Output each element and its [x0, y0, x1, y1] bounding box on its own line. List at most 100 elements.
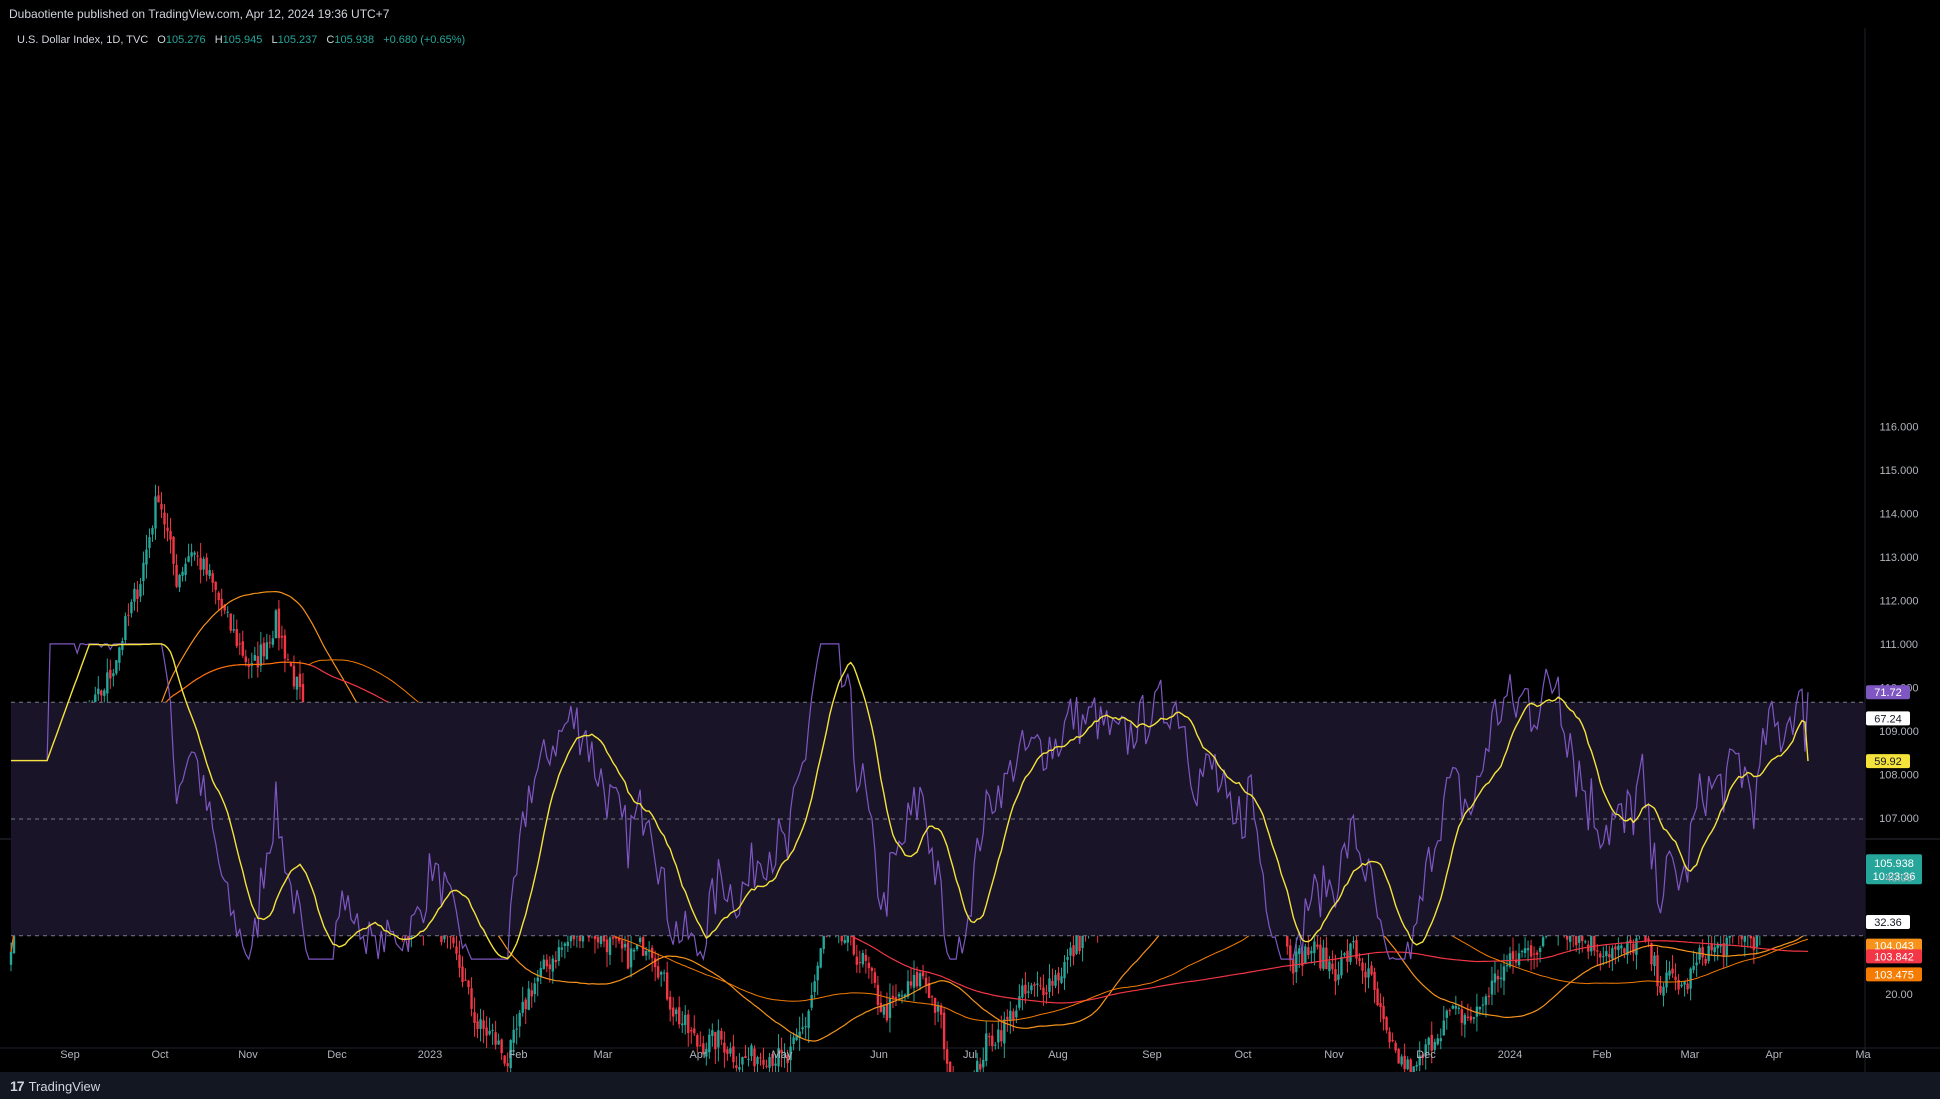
candle-body[interactable] — [127, 614, 130, 616]
candle-body[interactable] — [521, 1001, 524, 1013]
candle-body[interactable] — [1689, 968, 1692, 989]
candle-body[interactable] — [247, 664, 250, 667]
candle-body[interactable] — [1722, 943, 1725, 957]
candle-body[interactable] — [295, 676, 299, 690]
candle-body[interactable] — [1042, 987, 1045, 996]
candle-body[interactable] — [614, 936, 618, 939]
candle-body[interactable] — [1048, 978, 1051, 992]
candle-body[interactable] — [777, 1048, 780, 1067]
candle-body[interactable] — [650, 947, 654, 958]
candle-body[interactable] — [470, 988, 473, 1009]
candle-body[interactable] — [1394, 1042, 1397, 1051]
candle-body[interactable] — [909, 981, 913, 986]
candle-body[interactable] — [726, 1049, 729, 1055]
candle-body[interactable] — [1295, 951, 1298, 973]
candle-body[interactable] — [1415, 1065, 1418, 1067]
candle-body[interactable] — [1578, 933, 1581, 943]
candle-body[interactable] — [864, 954, 868, 961]
candle-body[interactable] — [223, 604, 226, 611]
candle-body[interactable] — [894, 996, 898, 999]
candle-body[interactable] — [1538, 948, 1542, 952]
candle-body[interactable] — [274, 610, 278, 639]
candle-body[interactable] — [1442, 1020, 1445, 1036]
candle-body[interactable] — [124, 616, 127, 641]
candle-body[interactable] — [512, 1029, 515, 1043]
candle-body[interactable] — [882, 1006, 886, 1015]
candle-body[interactable] — [103, 690, 106, 696]
candle-body[interactable] — [1430, 1034, 1433, 1051]
candle-body[interactable] — [169, 531, 172, 540]
candle-body[interactable] — [539, 968, 542, 977]
candle-body[interactable] — [846, 932, 849, 943]
candle-body[interactable] — [1021, 985, 1024, 998]
candle-body[interactable] — [1418, 1055, 1421, 1066]
candle-body[interactable] — [458, 954, 461, 968]
candle-body[interactable] — [467, 980, 470, 988]
candle-body[interactable] — [1376, 988, 1379, 1006]
candle-body[interactable] — [1629, 939, 1632, 943]
candle-body[interactable] — [9, 951, 13, 965]
candle-body[interactable] — [1400, 1056, 1403, 1065]
candle-body[interactable] — [1406, 1059, 1409, 1070]
chart-area[interactable]: 107.000108.000109.000110.000111.000112.0… — [0, 28, 1940, 1072]
candle-body[interactable] — [172, 536, 175, 564]
tradingview-logo[interactable]: 17 TradingView — [10, 1078, 100, 1094]
candle-body[interactable] — [1439, 1038, 1442, 1042]
candle-body[interactable] — [199, 557, 202, 570]
candle-body[interactable] — [822, 935, 825, 949]
candle-body[interactable] — [1373, 971, 1376, 990]
candle-body[interactable] — [506, 1063, 509, 1067]
candle-body[interactable] — [1331, 963, 1334, 970]
candle-body[interactable] — [1692, 965, 1695, 970]
candle-body[interactable] — [702, 1043, 705, 1054]
candle-body[interactable] — [581, 931, 585, 942]
candle-body[interactable] — [1466, 1016, 1470, 1018]
candle-body[interactable] — [232, 629, 235, 631]
candle-body[interactable] — [452, 937, 455, 944]
candle-body[interactable] — [747, 1058, 750, 1060]
candle-body[interactable] — [497, 1040, 500, 1045]
candle-body[interactable] — [891, 995, 895, 998]
candle-body[interactable] — [455, 946, 458, 954]
candle-body[interactable] — [885, 1003, 889, 1021]
candle-body[interactable] — [554, 960, 558, 963]
candle-body[interactable] — [1325, 947, 1328, 970]
candle-body[interactable] — [151, 528, 154, 535]
candle-body[interactable] — [1364, 971, 1367, 978]
candle-body[interactable] — [548, 964, 551, 970]
candle-body[interactable] — [774, 1063, 777, 1066]
candle-body[interactable] — [903, 994, 907, 997]
candle-body[interactable] — [208, 570, 211, 576]
candle-body[interactable] — [1460, 1009, 1464, 1023]
candle-body[interactable] — [1635, 938, 1638, 955]
candle-body[interactable] — [1424, 1044, 1427, 1057]
candle-body[interactable] — [843, 940, 846, 943]
candle-body[interactable] — [533, 983, 536, 994]
candle-body[interactable] — [1322, 947, 1325, 969]
candle-body[interactable] — [1069, 947, 1072, 956]
candle-body[interactable] — [1379, 1003, 1382, 1008]
candle-body[interactable] — [813, 981, 816, 992]
candle-body[interactable] — [1000, 1030, 1003, 1042]
candle-body[interactable] — [160, 503, 163, 510]
candle-body[interactable] — [1051, 980, 1054, 986]
candle-body[interactable] — [1505, 965, 1509, 967]
candle-body[interactable] — [656, 966, 660, 978]
candle-body[interactable] — [265, 642, 269, 660]
candle-body[interactable] — [870, 967, 874, 971]
candle-body[interactable] — [491, 1029, 494, 1031]
candle-body[interactable] — [807, 1010, 810, 1029]
candle-body[interactable] — [662, 972, 666, 974]
candle-body[interactable] — [139, 584, 142, 597]
candle-body[interactable] — [756, 1057, 759, 1065]
candle-body[interactable] — [1743, 930, 1746, 942]
candle-body[interactable] — [924, 977, 928, 986]
candle-body[interactable] — [997, 1029, 1000, 1043]
candle-body[interactable] — [759, 1057, 762, 1059]
candle-body[interactable] — [1385, 1017, 1388, 1031]
candle-body[interactable] — [1018, 996, 1021, 1008]
candle-body[interactable] — [1472, 1017, 1476, 1019]
candle-body[interactable] — [1451, 1005, 1455, 1009]
candle-body[interactable] — [855, 956, 859, 965]
candle-body[interactable] — [1292, 958, 1295, 974]
